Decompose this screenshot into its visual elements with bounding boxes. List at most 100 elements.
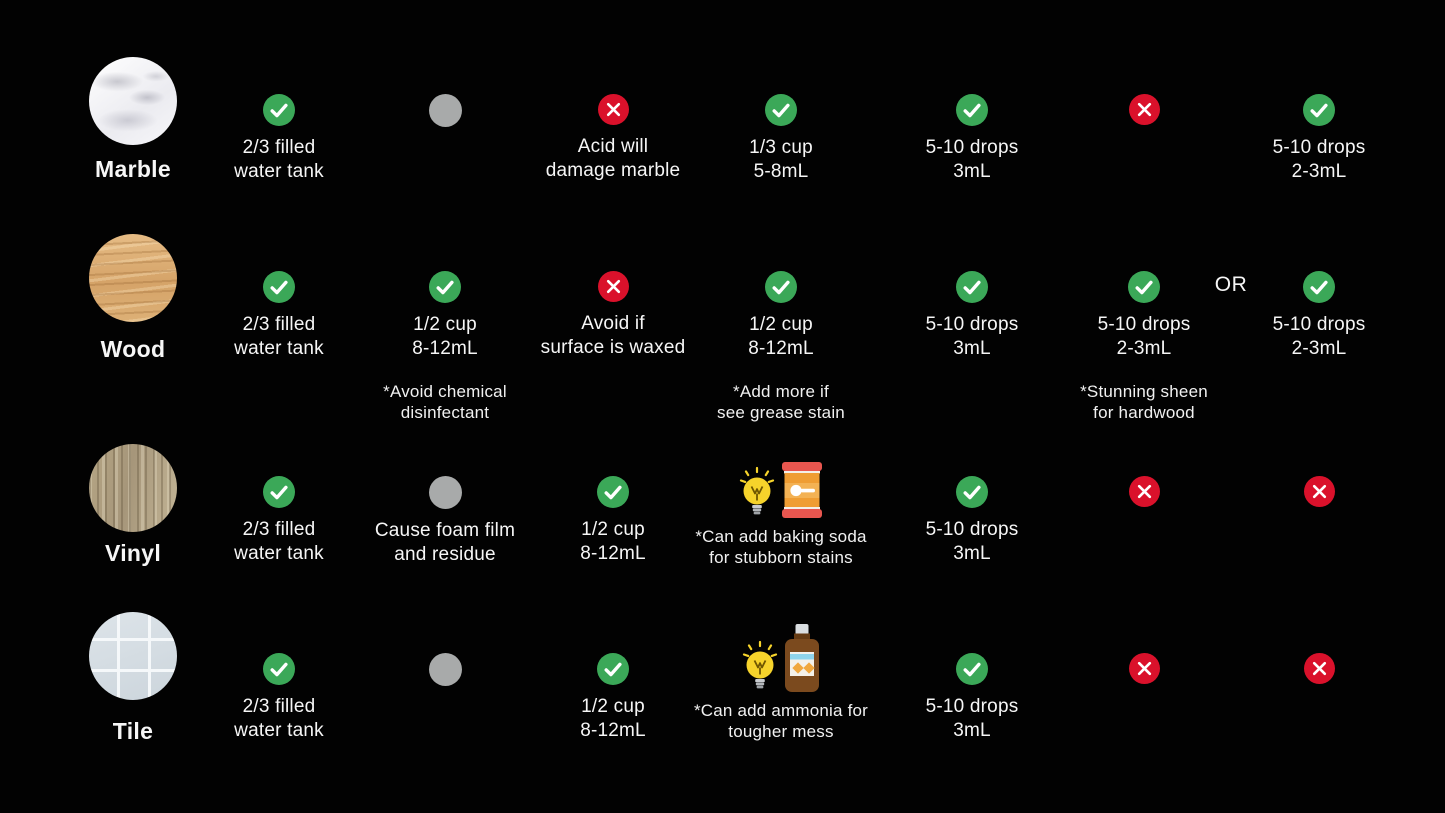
cell-marble-col4: 1/3 cup 5-8mL [676, 94, 886, 184]
cell-text-line: damage marble [545, 160, 681, 181]
cell-text: 5-10 drops 3mL [926, 313, 1019, 361]
cell-wood-col2: 1/2 cup 8-12mL *Avoid chemical disinfectant [340, 271, 550, 423]
cell-text-line: 8-12mL [580, 543, 646, 564]
cell-text-line: 2/3 filled [242, 314, 316, 335]
check-icon [956, 653, 988, 685]
cross-icon [1303, 476, 1335, 507]
material-label-marble: Marble [95, 156, 171, 182]
cell-wood-col7: 5-10 drops 2-3mL [1214, 271, 1424, 361]
cell-text: 1/2 cup 8-12mL [580, 695, 646, 743]
cell-footnote-line: *Stunning sheen [1080, 382, 1208, 401]
cell-wood-col4: 1/2 cup 8-12mL *Add more if see grease stai… [676, 271, 886, 423]
neutral-dot-icon [428, 94, 462, 127]
cell-text-line: 5-10 drops [925, 696, 1019, 717]
cell-text: 5-10 drops 2-3mL [1273, 136, 1366, 184]
lightbulb-icon [741, 640, 779, 692]
neutral-dot-icon [428, 653, 462, 686]
check-icon [263, 653, 295, 685]
cell-text: 2/3 filled water tank [234, 518, 324, 566]
cell-wood-col6: 5-10 drops 2-3mL *Stunning sheen for hardwo… [1039, 271, 1249, 423]
cell-marble-col2 [340, 94, 550, 127]
cross-icon [597, 94, 629, 125]
cell-text-line: 5-10 drops [925, 519, 1019, 540]
cross-icon [1128, 653, 1160, 684]
baking-soda-icon [779, 462, 825, 518]
cell-text-line: 2/3 filled [242, 519, 316, 540]
cell-text-line: 5-10 drops [1097, 314, 1191, 335]
cell-footnote-line: disinfectant [400, 403, 490, 422]
cell-marble-col6 [1039, 94, 1249, 125]
cell-text-line: 8-12mL [748, 338, 814, 359]
cell-text-line: 2/3 filled [242, 696, 316, 717]
cell-text-line: 5-10 drops [925, 137, 1019, 158]
cell-text-line: 1/3 cup [749, 137, 813, 158]
cell-footnote-line: for stubborn stains [709, 548, 853, 567]
cell-marble-col5: 5-10 drops 3mL [867, 94, 1077, 184]
cell-footnote-line: see grease stain [717, 403, 845, 422]
check-icon [956, 476, 988, 508]
cross-icon [597, 271, 629, 302]
cell-text-line: 1/2 cup [413, 314, 477, 335]
cell-text-line: 2-3mL [1116, 338, 1172, 359]
tip-icons [741, 624, 822, 692]
cell-text: 1/3 cup 5-8mL [749, 136, 813, 184]
check-icon [429, 271, 461, 303]
cell-marble-col1: 2/3 filled water tank [174, 94, 384, 184]
cell-footnote: *Can add baking soda for stubborn stains [695, 526, 866, 568]
cell-tile-col2 [340, 653, 550, 686]
cell-footnote-line: *Avoid chemical [383, 382, 507, 401]
check-icon [765, 94, 797, 126]
cell-text-line: 1/2 cup [749, 314, 813, 335]
cell-vinyl-col1: 2/3 filled water tank [174, 476, 384, 566]
cell-text: 1/2 cup 8-12mL [412, 313, 478, 361]
cell-text: 1/2 cup 8-12mL [580, 518, 646, 566]
cell-text: 5-10 drops 3mL [926, 695, 1019, 743]
cell-vinyl-col2: Cause foam film and residue [340, 476, 550, 567]
cell-text-line: 8-12mL [580, 720, 646, 741]
tip-icons [738, 462, 825, 518]
cell-text-line: Avoid if [581, 313, 645, 334]
check-icon [1303, 271, 1335, 303]
cell-tile-col5: 5-10 drops 3mL [867, 653, 1077, 743]
cell-text: 2/3 filled water tank [234, 313, 324, 361]
check-icon [956, 94, 988, 126]
cell-tile-col3: 1/2 cup 8-12mL [508, 653, 718, 743]
check-icon [263, 476, 295, 508]
cell-text: 5-10 drops 2-3mL [1273, 313, 1366, 361]
cell-text: 2/3 filled water tank [234, 695, 324, 743]
material-swatch-vinyl-image [89, 444, 177, 532]
cell-text: Cause foam film and residue [375, 519, 515, 567]
cell-text-line: 8-12mL [412, 338, 478, 359]
cell-footnote: *Avoid chemical disinfectant [383, 381, 507, 423]
cell-tile-col6 [1039, 653, 1249, 684]
cell-tile-col1: 2/3 filled water tank [174, 653, 384, 743]
check-icon [597, 653, 629, 685]
or-connector-label: OR [1214, 273, 1248, 296]
material-swatch-wood-image [89, 234, 177, 322]
material-label-wood: Wood [100, 336, 166, 362]
cell-text: 2/3 filled water tank [234, 136, 324, 184]
cell-text-line: 2-3mL [1291, 161, 1347, 182]
cell-text-line: 5-10 drops [925, 314, 1019, 335]
cell-text-line: 5-10 drops [1272, 314, 1366, 335]
cell-tile-col4: *Can add ammonia for tougher mess [676, 624, 886, 742]
check-icon [765, 271, 797, 303]
cell-tile-col7 [1214, 653, 1424, 684]
cell-text-line: 3mL [953, 543, 991, 564]
cell-text-line: Cause foam film [374, 520, 516, 541]
ammonia-bottle-icon [782, 624, 822, 692]
material-label-vinyl: Vinyl [104, 540, 162, 566]
cell-text-line: 1/2 cup [581, 519, 645, 540]
cell-footnote-line: *Can add baking soda [695, 527, 867, 546]
material-label-tile: Tile [112, 718, 154, 744]
cell-text: 5-10 drops 2-3mL [1098, 313, 1191, 361]
cross-icon [1128, 476, 1160, 507]
cell-footnote: *Stunning sheen for hardwood [1080, 381, 1208, 423]
cross-icon [1128, 94, 1160, 125]
material-swatch-tile-image [89, 612, 177, 700]
cell-text-line: surface is waxed [540, 337, 686, 358]
check-icon [1128, 271, 1160, 303]
cell-text-line: Acid will [577, 136, 649, 157]
cell-text: Acid will damage marble [546, 135, 681, 183]
cell-wood-col3: Avoid if surface is waxed [508, 271, 718, 360]
